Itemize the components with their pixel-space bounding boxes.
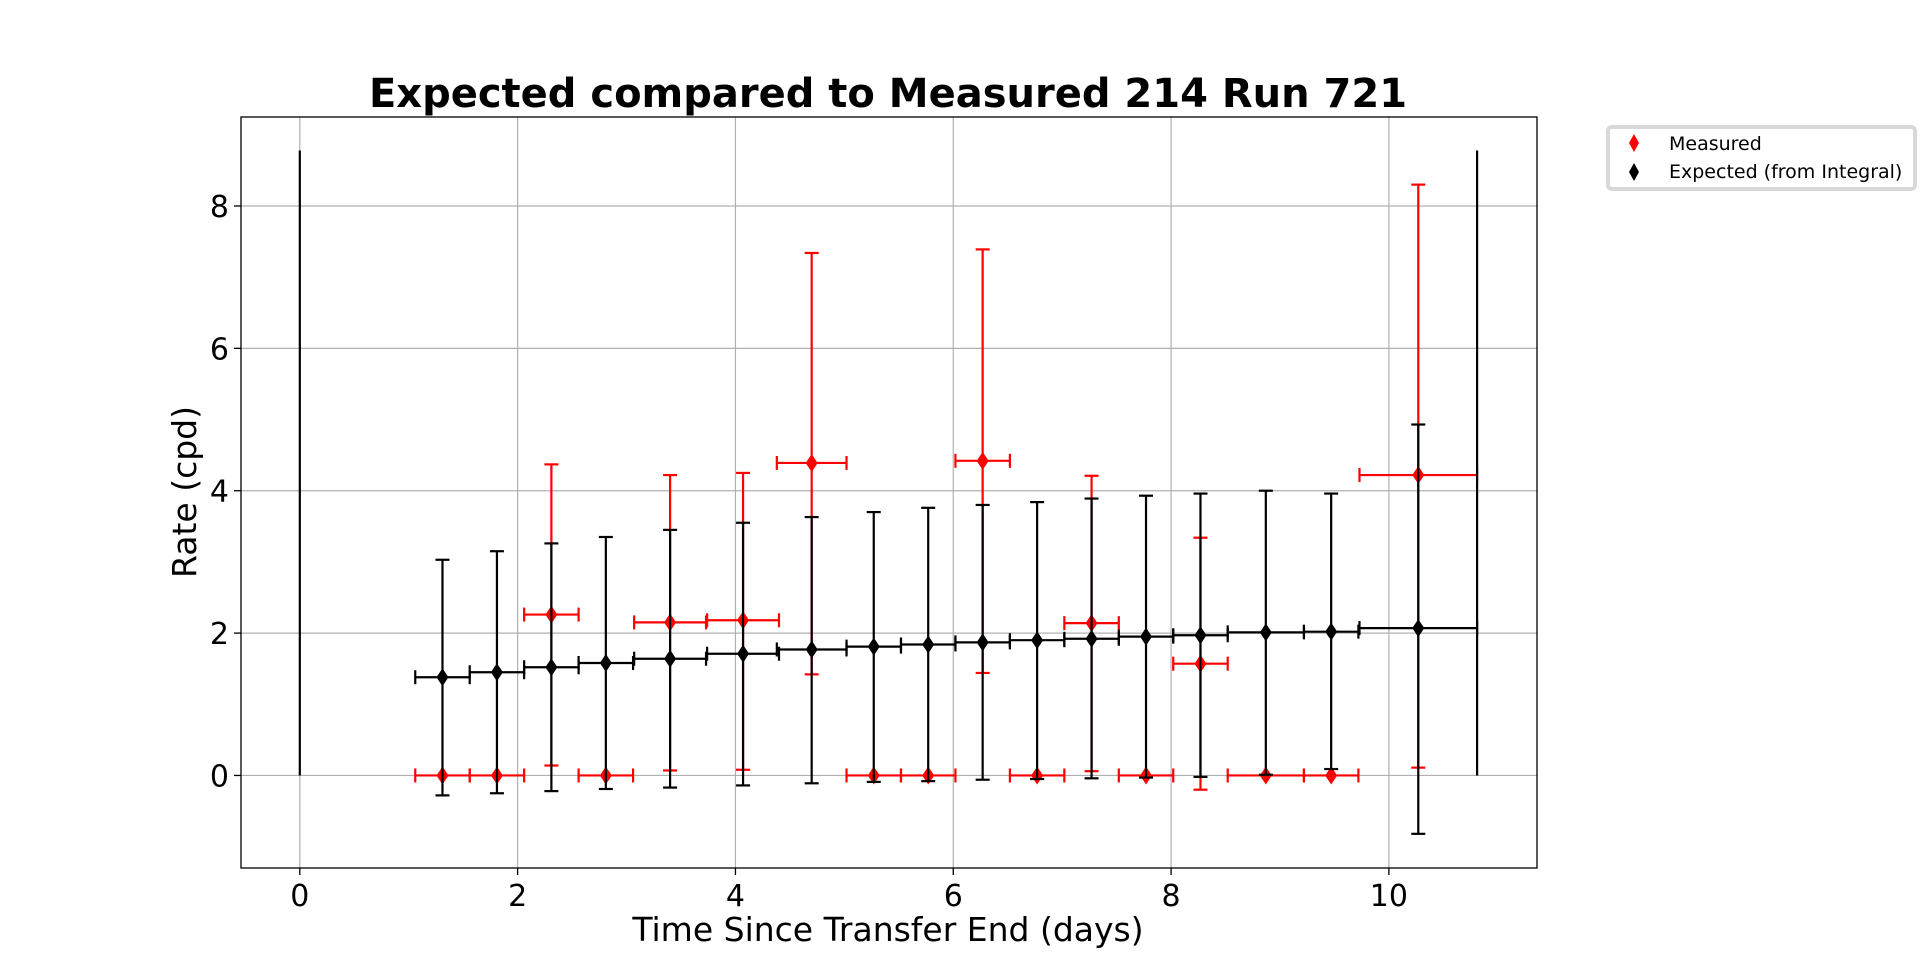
data-point (436, 668, 449, 687)
legend: Measured Expected (from Integral) (1606, 125, 1917, 191)
x-axis-label: Time Since Transfer End (days) (631, 910, 1143, 949)
data-point (545, 658, 558, 677)
data-point (599, 653, 612, 672)
x-tick-label: 2 (508, 879, 527, 914)
data-point (737, 644, 750, 663)
y-tick-label: 2 (210, 617, 229, 652)
data-point (976, 451, 989, 470)
legend-label-expected: Expected (from Integral) (1669, 161, 1902, 183)
plot-area-frame (240, 116, 1538, 869)
data-point (1325, 622, 1338, 641)
x-tick-label: 10 (1370, 879, 1408, 914)
data-point (867, 637, 880, 656)
data-point (1259, 623, 1272, 642)
data-point (805, 640, 818, 659)
data-point (1325, 766, 1338, 785)
data-point (976, 633, 989, 652)
grid-layer (241, 117, 1537, 868)
y-tick-label: 8 (210, 190, 229, 225)
x-tick-label: 4 (726, 879, 745, 914)
chart-title: Expected compared to Measured 214 Run 72… (369, 71, 1407, 117)
legend-label-measured: Measured (1669, 133, 1762, 155)
series-0 (414, 183, 1479, 791)
x-tick-label: 8 (1162, 879, 1181, 914)
data-point (1085, 629, 1098, 648)
data-point (1194, 626, 1207, 645)
x-tick-label: 0 (290, 879, 309, 914)
data-point (664, 649, 677, 668)
data-point (805, 453, 818, 472)
legend-marker-expected (1629, 163, 1639, 181)
series-2 (298, 150, 1479, 776)
y-axis-label: Rate (cpd) (165, 406, 204, 578)
legend-frame (1606, 125, 1917, 191)
data-layer (298, 150, 1479, 835)
data-point (922, 635, 935, 654)
x-tick-label: 6 (944, 879, 963, 914)
y-tick-label: 0 (210, 759, 229, 794)
data-point (490, 663, 503, 682)
series-1 (414, 423, 1479, 835)
legend-marker-measured (1629, 134, 1639, 152)
data-point (1031, 631, 1044, 650)
y-tick-label: 4 (210, 475, 229, 510)
data-point (1412, 619, 1425, 638)
tick-layer: 0 2 4 6 8 10 0 2 4 6 8 (210, 190, 1408, 914)
data-point (1140, 627, 1153, 646)
y-tick-label: 6 (210, 332, 229, 367)
